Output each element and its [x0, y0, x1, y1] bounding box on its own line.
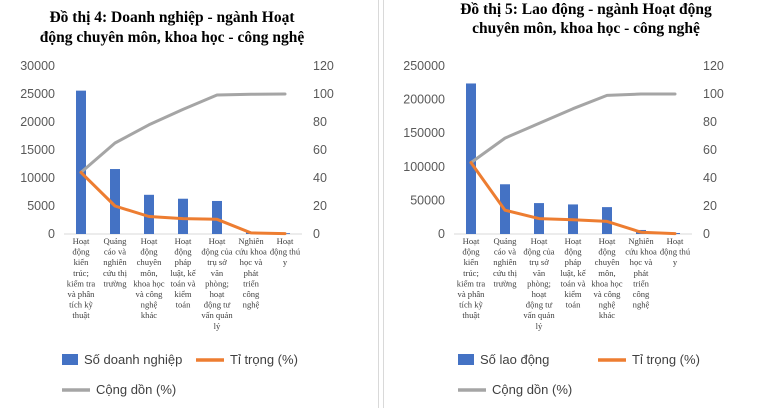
y-left-tick-label: 20000 — [20, 115, 55, 129]
category-label: Hoạt động kiến trúc; kiểm tra và phân tích kỹ t… — [67, 236, 96, 320]
y-right-tick-label: 120 — [313, 59, 334, 73]
bar — [466, 83, 476, 234]
chart-5-svg: Đồ thị 5: Lao động - ngành Hoạt động chuy… — [403, 1, 724, 397]
legend-label: Cộng dồn (%) — [492, 382, 572, 397]
category-label: Hoạt động chuyên môn, khoa học và công nghệ khá… — [591, 236, 622, 320]
chart-title-line: động chuyên môn, khoa học - công nghệ — [40, 29, 305, 46]
category-label: Nghiên cứu khoa học và phát triển công nghệ — [235, 236, 267, 310]
category-label: Nghiên cứu khoa học và phát triển công nghệ — [625, 236, 657, 310]
chart-title-line: chuyên môn, khoa học - công nghệ — [472, 20, 700, 37]
category-label: Hoạt động pháp luật, kế toán và kiểm toán — [560, 236, 585, 310]
y-left-tick-label: 100000 — [403, 160, 445, 174]
legend-label: Số doanh nghiệp — [84, 352, 182, 367]
legend-swatch-bar — [458, 354, 474, 365]
bar — [144, 194, 154, 234]
bar — [212, 200, 222, 234]
y-right-tick-label: 0 — [703, 227, 710, 241]
y-right-tick-label: 0 — [313, 227, 320, 241]
chart-title-line: Đồ thị 5: Lao động - ngành Hoạt động — [460, 1, 712, 18]
cumulative-line — [79, 92, 287, 174]
y-left-tick-label: 15000 — [20, 143, 55, 157]
y-left-tick-label: 150000 — [403, 126, 445, 140]
category-label: Hoạt động kiến trúc; kiểm tra và phân tích kỹ t… — [457, 236, 486, 320]
y-right-tick-label: 60 — [313, 143, 327, 157]
chart-panel-4: Đồ thị 4: Doanh nghiệp - ngành Hoạt động … — [0, 0, 376, 408]
y-right-tick-label: 20 — [313, 199, 327, 213]
y-left-tick-label: 50000 — [410, 193, 445, 207]
chart-title-line: Đồ thị 4: Doanh nghiệp - ngành Hoạt — [49, 9, 295, 26]
category-label: Quảng cáo và nghiên cứu thị trường — [493, 236, 518, 288]
y-right-tick-label: 20 — [703, 199, 717, 213]
legend-swatch-bar — [62, 354, 78, 365]
y-right-tick-label: 120 — [703, 59, 724, 73]
category-label: Hoạt động thú y — [270, 236, 301, 267]
panel-divider — [378, 0, 384, 408]
y-right-tick-label: 60 — [703, 143, 717, 157]
category-label: Hoạt động pháp luật, kế toán và kiểm toán — [170, 236, 195, 310]
y-right-tick-label: 100 — [703, 87, 724, 101]
bar — [110, 169, 120, 234]
y-right-tick-label: 80 — [313, 115, 327, 129]
y-right-tick-label: 40 — [313, 171, 327, 185]
share-line — [79, 170, 287, 236]
category-label: Hoạt động của trụ sở văn phòng; hoạt động tư vấ… — [523, 236, 555, 331]
legend-label: Số lao động — [480, 352, 549, 367]
category-label: Quảng cáo và nghiên cứu thị trường — [103, 236, 128, 288]
y-left-tick-label: 200000 — [403, 93, 445, 107]
y-right-tick-label: 100 — [313, 87, 334, 101]
category-label: Hoạt động chuyên môn, khoa học và công nghệ khá… — [133, 236, 164, 320]
y-left-tick-label: 0 — [438, 227, 445, 241]
y-left-tick-label: 30000 — [20, 59, 55, 73]
category-label: Hoạt động của trụ sở văn phòng; hoạt động tư vấ… — [201, 236, 233, 331]
y-right-tick-label: 80 — [703, 115, 717, 129]
bar — [178, 198, 188, 234]
chart-4-svg: Đồ thị 4: Doanh nghiệp - ngành Hoạt động … — [20, 9, 334, 397]
category-label: Hoạt động thú y — [660, 236, 691, 267]
share-line — [469, 161, 677, 236]
y-left-tick-label: 25000 — [20, 87, 55, 101]
legend-label: Cộng dồn (%) — [96, 382, 176, 397]
y-left-tick-label: 5000 — [27, 199, 55, 213]
chart-panel-5: Đồ thị 5: Lao động - ngành Hoạt động chuy… — [386, 0, 762, 408]
y-left-tick-label: 10000 — [20, 171, 55, 185]
y-left-tick-label: 0 — [48, 227, 55, 241]
y-right-tick-label: 40 — [703, 171, 717, 185]
legend-label: Tỉ trọng (%) — [230, 352, 298, 367]
legend-label: Tỉ trọng (%) — [632, 352, 700, 367]
bar — [76, 90, 86, 234]
y-left-tick-label: 250000 — [403, 59, 445, 73]
cumulative-line — [469, 92, 677, 165]
